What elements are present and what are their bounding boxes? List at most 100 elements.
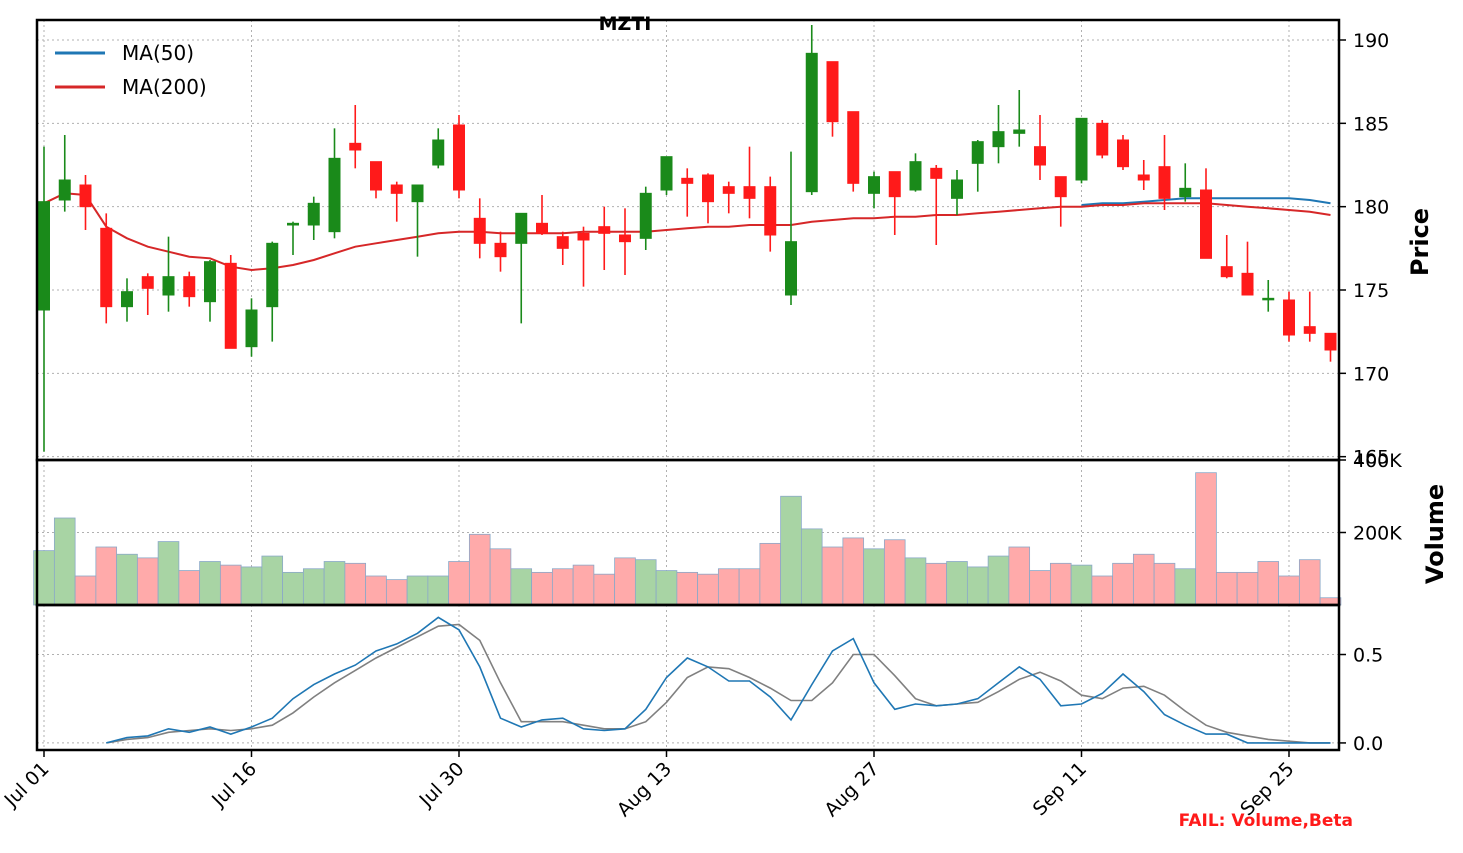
candle-body (1220, 266, 1233, 278)
indicator-tick-label: 0.5 (1353, 645, 1383, 667)
indicator-tick-label: 0.0 (1353, 733, 1383, 755)
candle (79, 175, 92, 230)
candle-body (805, 52, 818, 193)
volume-bar (157, 541, 180, 606)
indicator-grid (37, 605, 1339, 750)
candle-body (1324, 332, 1337, 351)
x-tick-label: Sep 11 (1029, 758, 1091, 820)
candle (805, 25, 818, 195)
volume-bar (531, 571, 553, 606)
candle (1220, 235, 1233, 279)
price-grid (37, 20, 1339, 460)
volume-bars (33, 472, 1342, 606)
volume-axis-label: Volume (1421, 484, 1449, 584)
volume-bar (593, 573, 616, 606)
volume-bar (1112, 562, 1134, 606)
candle-body (473, 217, 486, 244)
candle (1179, 163, 1192, 202)
candle (1075, 117, 1088, 184)
price-axis-ticks: 165 170 175 180 185 190 (1339, 30, 1389, 469)
candle (1241, 241, 1254, 296)
candle (38, 146, 50, 452)
candle-body (930, 167, 943, 179)
candle (909, 153, 922, 192)
candle-body (287, 222, 299, 226)
volume-bar (344, 562, 367, 606)
candle (432, 128, 445, 169)
volume-bar (717, 568, 740, 606)
candle (1137, 160, 1150, 190)
volume-bar (780, 495, 802, 606)
candle-body (328, 157, 341, 233)
candle (453, 115, 465, 199)
candle-body (660, 156, 673, 191)
volume-bar (883, 539, 906, 606)
candle (162, 236, 175, 312)
volume-tick-label: 200K (1353, 523, 1402, 545)
candle (1283, 291, 1295, 342)
candle (266, 241, 279, 342)
candle-body (1034, 146, 1046, 166)
volume-bar (53, 517, 76, 606)
volume-bar (1132, 553, 1155, 606)
candle (660, 156, 673, 195)
candle (743, 146, 756, 219)
candle-body (722, 186, 735, 194)
candle (971, 140, 984, 192)
candle-body (847, 111, 860, 184)
price-panel-frame (35, 18, 1341, 462)
candle-body (868, 176, 880, 194)
candle-body (992, 131, 1005, 148)
indicator-axis-ticks: 0.0 0.5 (1339, 645, 1383, 755)
candle-body (639, 192, 652, 239)
volume-bar (240, 566, 263, 606)
candle (785, 151, 797, 305)
price-axis-label: Price (1406, 208, 1434, 276)
candle-body (266, 242, 279, 308)
volume-bar (1153, 562, 1176, 606)
volume-bar (946, 561, 968, 606)
volume-bar (219, 564, 242, 606)
candle-body (100, 227, 113, 308)
candle (702, 173, 714, 224)
candle (1158, 135, 1171, 210)
candle-body (183, 276, 196, 298)
price-tick-label: 185 (1353, 113, 1389, 135)
legend-ma50-label: MA(50) (122, 41, 194, 65)
candle-body (536, 222, 548, 234)
candle (183, 271, 196, 307)
candle-body (785, 241, 797, 296)
volume-bar (987, 555, 1010, 606)
candle-body (162, 276, 175, 296)
volume-bar (448, 561, 470, 606)
candle (826, 61, 839, 137)
candle (494, 231, 507, 272)
candle-body (1137, 174, 1150, 181)
volume-bar (821, 546, 844, 606)
volume-bar (842, 537, 865, 606)
volume-bar (697, 573, 719, 606)
candle (245, 298, 258, 357)
candle (349, 105, 362, 169)
volume-bar (572, 564, 595, 606)
candle-body (390, 184, 403, 194)
price-panel: MZTI 165 170 175 180 185 190 Price MA(50) MA(… (35, 13, 1434, 469)
price-tick-label: 190 (1353, 30, 1389, 52)
candle-body (888, 171, 901, 198)
volume-bar (385, 579, 408, 606)
candle-body (598, 226, 611, 234)
candle (764, 176, 777, 252)
candle (515, 212, 528, 324)
candle-body (1200, 189, 1212, 259)
candle (1034, 115, 1046, 180)
candle-body (224, 262, 237, 349)
volume-bar (925, 562, 948, 606)
candle-body (951, 179, 963, 199)
candle-body (1262, 297, 1275, 301)
ma200-line (43, 192, 1331, 272)
indicator-blue-line (106, 616, 1331, 744)
candle-body (1241, 272, 1254, 296)
candle-body (204, 261, 216, 303)
x-tick-label: Jul 30 (415, 758, 469, 812)
volume-tick-label: 400K (1353, 450, 1402, 472)
